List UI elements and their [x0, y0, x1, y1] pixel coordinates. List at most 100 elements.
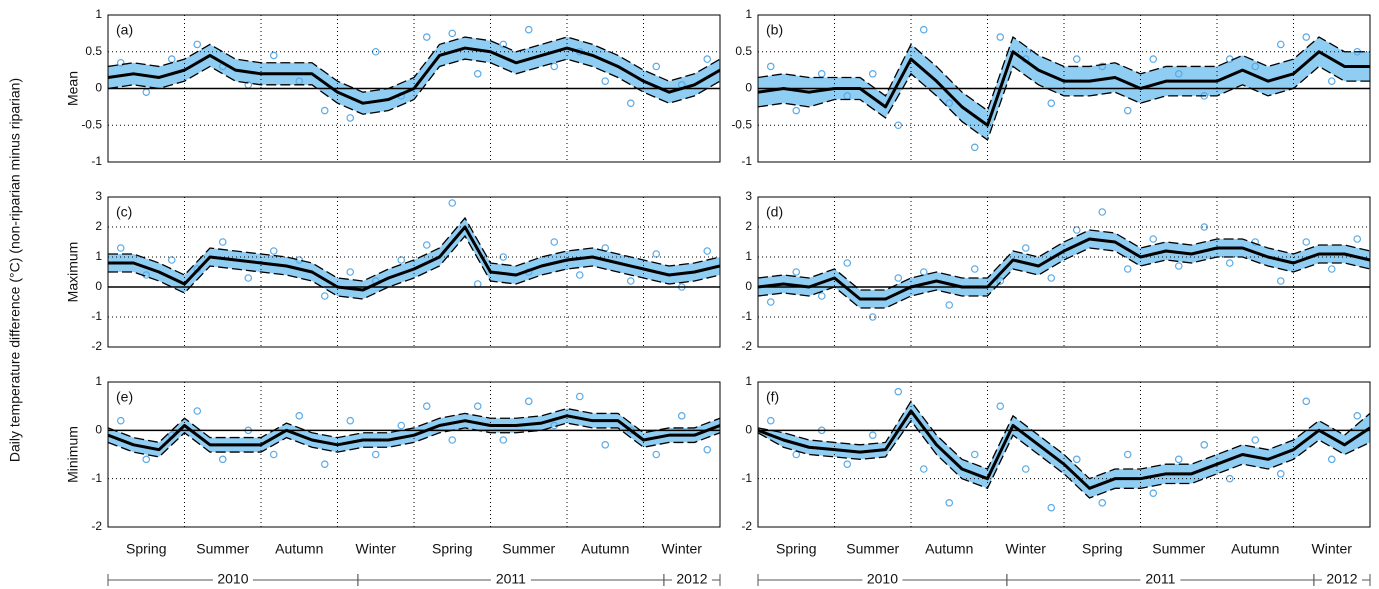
panel-label: (f): [766, 389, 779, 405]
y-tick-label: -2: [91, 519, 102, 533]
data-point: [116, 244, 125, 252]
data-point: [1149, 235, 1158, 243]
data-point: [320, 106, 329, 115]
data-point: [652, 250, 661, 258]
data-point: [142, 455, 151, 464]
data-point: [1174, 455, 1183, 464]
y-tick-label: 1: [95, 7, 102, 21]
year-label-bg: [671, 572, 712, 588]
ci-upper: [108, 407, 720, 444]
year-label-bg: [1140, 572, 1181, 588]
x-tick-label: Spring: [776, 541, 816, 557]
x-tick-label: Summer: [196, 541, 249, 557]
ci-lower: [758, 247, 1370, 309]
data-point: [397, 256, 406, 264]
data-point: [868, 70, 877, 78]
data-point: [766, 298, 775, 306]
data-point: [473, 70, 482, 78]
ci-upper: [758, 400, 1370, 480]
data-point: [817, 70, 826, 78]
data-point: [1276, 40, 1285, 49]
x-tick-label: Winter: [662, 541, 703, 557]
data-point: [346, 268, 355, 276]
panel-label: (b): [766, 22, 783, 38]
data-point: [1123, 106, 1132, 115]
plot: [108, 392, 720, 468]
data-point: [677, 412, 686, 420]
y-tick-label: -1: [741, 309, 752, 323]
year-label: 2010: [217, 571, 248, 587]
data-point: [1047, 99, 1056, 108]
data-point: [1225, 474, 1234, 483]
data-point: [550, 238, 559, 246]
year-label-bg: [862, 572, 903, 588]
data-point: [244, 274, 253, 282]
data-point: [499, 253, 508, 261]
x-tick-label: Autumn: [581, 541, 629, 557]
data-point: [524, 25, 533, 34]
y-tick-label: 0: [95, 81, 102, 95]
data-point: [1047, 503, 1056, 512]
y-tick-label: 2: [95, 219, 102, 233]
data-point: [1276, 470, 1285, 478]
panel-label: (c): [116, 204, 132, 220]
x-tick-label: Summer: [1152, 541, 1205, 557]
year-label-bg: [1321, 572, 1362, 588]
data-point: [703, 445, 712, 454]
data-point: [167, 55, 176, 63]
data-point: [970, 143, 979, 152]
data-point: [894, 274, 903, 282]
data-point: [1276, 277, 1285, 285]
ci-upper: [758, 229, 1370, 291]
figure-y-label: Daily temperature difference (°C) (non-r…: [7, 78, 23, 462]
x-tick-label: Autumn: [925, 541, 973, 557]
panel-label: (e): [116, 389, 133, 405]
data-point: [792, 106, 801, 115]
y-tick-label: -1: [91, 154, 102, 168]
y-tick-label: -2: [741, 519, 752, 533]
data-point: [142, 88, 151, 96]
data-point: [945, 301, 954, 309]
data-point: [422, 402, 431, 410]
data-point: [575, 392, 584, 401]
data-point: [792, 450, 801, 459]
data-point: [652, 450, 661, 459]
data-point: [792, 268, 801, 276]
confidence-band: [758, 401, 1370, 498]
data-point: [626, 277, 635, 285]
y-tick-label: 1: [745, 7, 752, 21]
data-point: [868, 313, 877, 321]
data-point: [269, 247, 278, 255]
data-point: [116, 416, 125, 425]
year-label: 2012: [1326, 571, 1357, 587]
frame: [107, 14, 721, 163]
ci-upper: [108, 216, 720, 282]
y-tick-label: 0: [745, 423, 752, 437]
year-label-bg: [212, 572, 253, 588]
year-label: 2012: [676, 571, 707, 587]
data-point: [868, 431, 877, 439]
data-point: [703, 247, 712, 255]
data-point: [919, 465, 928, 473]
data-point: [1098, 62, 1107, 71]
data-point: [894, 387, 903, 396]
y-tick-label: -1: [91, 309, 102, 323]
y-tick-label: -1: [91, 471, 102, 485]
data-point: [575, 271, 584, 279]
data-point: [703, 55, 712, 63]
y-tick-label: -1: [741, 471, 752, 485]
frame: [757, 381, 1371, 528]
data-point: [766, 416, 775, 425]
y-tick-label: 1: [95, 374, 102, 388]
data-point: [843, 259, 852, 267]
data-point: [167, 256, 176, 264]
confidence-band: [108, 37, 720, 115]
plot: [108, 25, 720, 122]
y-axis-label: Maximum: [65, 242, 81, 303]
x-tick-label: Spring: [126, 541, 166, 557]
y-tick-label: 0: [95, 279, 102, 293]
data-point: [448, 199, 457, 207]
frame: [757, 14, 1371, 163]
data-point: [218, 238, 227, 246]
